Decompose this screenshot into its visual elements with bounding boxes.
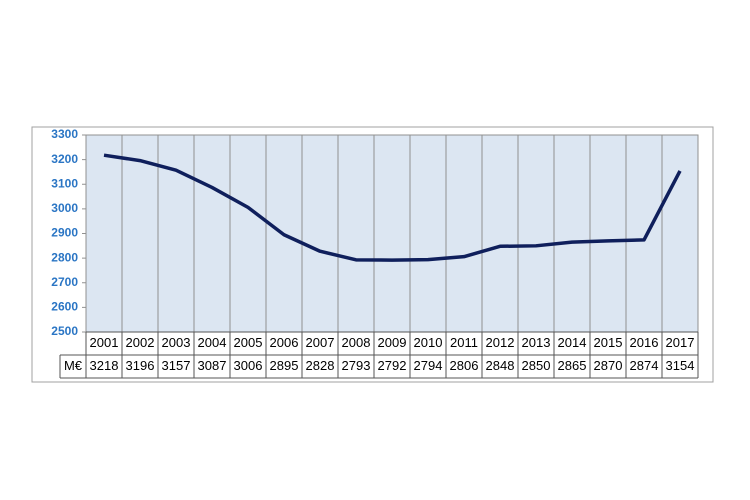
y-tick-label: 3200	[51, 152, 78, 166]
table-value: 2806	[450, 358, 479, 373]
x-tick-label: 2013	[522, 335, 551, 350]
y-tick-label: 3100	[51, 176, 78, 190]
y-tick-label: 2500	[51, 324, 78, 338]
y-tick-label: 3300	[51, 127, 78, 141]
x-tick-label: 2006	[270, 335, 299, 350]
table-value: 2828	[306, 358, 335, 373]
table-value: 3218	[90, 358, 119, 373]
x-tick-label: 2003	[162, 335, 191, 350]
y-tick-label: 2700	[51, 275, 78, 289]
table-value: 3087	[198, 358, 227, 373]
table-value: 3006	[234, 358, 263, 373]
table-value: 2850	[522, 358, 551, 373]
table-value: 2865	[558, 358, 587, 373]
table-value: 3154	[666, 358, 695, 373]
x-tick-label: 2011	[450, 335, 478, 350]
table-value: 3196	[126, 358, 155, 373]
y-tick-label: 2900	[51, 226, 78, 240]
table-value: 2794	[414, 358, 443, 373]
table-value: 2874	[630, 358, 659, 373]
x-tick-label: 2015	[594, 335, 623, 350]
table-value: 2870	[594, 358, 623, 373]
x-tick-label: 2016	[630, 335, 659, 350]
x-tick-label: 2009	[378, 335, 407, 350]
x-tick-label: 2005	[234, 335, 263, 350]
data-line	[103, 153, 682, 262]
plot-area	[85, 134, 699, 333]
x-tick-label: 2008	[342, 335, 371, 350]
table-value: 2793	[342, 358, 371, 373]
x-tick-label: 2010	[414, 335, 443, 350]
table-value: 2848	[486, 358, 515, 373]
legend-label: M€	[64, 358, 83, 373]
x-tick-label: 2007	[306, 335, 335, 350]
x-tick-label: 2012	[486, 335, 515, 350]
table-value: 3157	[162, 358, 191, 373]
y-tick-label: 2600	[51, 300, 78, 314]
x-tick-label: 2001	[90, 335, 119, 350]
y-tick-label: 2800	[51, 250, 78, 264]
x-tick-label: 2004	[198, 335, 227, 350]
table-value: 2792	[378, 358, 407, 373]
x-tick-label: 2002	[126, 335, 155, 350]
x-tick-label: 2017	[666, 335, 695, 350]
x-tick-label: 2014	[558, 335, 587, 350]
table-value: 2895	[270, 358, 299, 373]
y-tick-label: 3000	[51, 201, 78, 215]
